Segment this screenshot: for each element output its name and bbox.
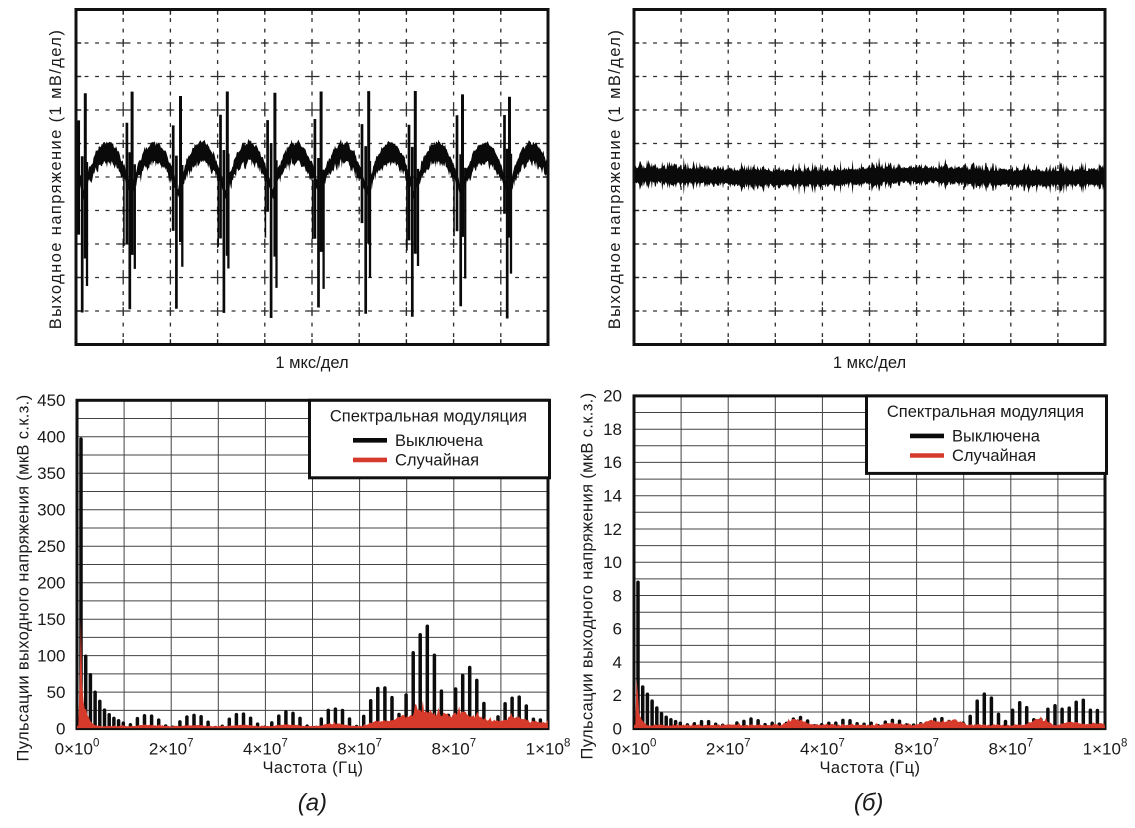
svg-text:2×107: 2×107 <box>149 738 194 759</box>
svg-text:4×107: 4×107 <box>800 738 845 759</box>
svg-text:1×108: 1×108 <box>526 738 571 759</box>
svg-text:450: 450 <box>37 391 65 410</box>
svg-text:18: 18 <box>603 420 622 439</box>
svg-text:8×107: 8×107 <box>431 738 476 759</box>
svg-text:2×107: 2×107 <box>706 738 751 759</box>
svg-text:300: 300 <box>37 501 65 520</box>
svg-text:6: 6 <box>613 620 622 639</box>
svg-text:Случайная: Случайная <box>952 447 1036 465</box>
svg-text:50: 50 <box>47 683 66 702</box>
svg-text:14: 14 <box>603 487 622 506</box>
svg-text:8×107: 8×107 <box>894 738 939 759</box>
svg-text:250: 250 <box>37 537 65 556</box>
svg-text:400: 400 <box>37 428 65 447</box>
svg-text:Выходное напряжение (1 мВ/дел): Выходное напряжение (1 мВ/дел) <box>47 29 65 329</box>
svg-text:0: 0 <box>613 719 622 738</box>
svg-text:1 мкс/дел: 1 мкс/дел <box>833 354 906 372</box>
svg-text:350: 350 <box>37 464 65 483</box>
svg-text:4: 4 <box>613 653 622 672</box>
svg-text:Выключена: Выключена <box>395 432 484 450</box>
svg-text:Частота (Гц): Частота (Гц) <box>819 759 920 777</box>
svg-text:8: 8 <box>613 586 622 605</box>
svg-text:Пульсации выходного напряжения: Пульсации выходного напряжения (мкВ с.к.… <box>579 393 597 760</box>
svg-text:150: 150 <box>37 610 65 629</box>
svg-text:Выключена: Выключена <box>952 427 1041 445</box>
svg-text:0×100: 0×100 <box>55 738 100 759</box>
svg-text:Частота (Гц): Частота (Гц) <box>262 759 363 777</box>
svg-text:8×107: 8×107 <box>988 738 1033 759</box>
svg-text:2: 2 <box>613 686 622 705</box>
svg-text:(б): (б) <box>854 790 883 817</box>
svg-text:4×107: 4×107 <box>243 738 288 759</box>
svg-text:12: 12 <box>603 520 622 539</box>
svg-text:(а): (а) <box>298 790 327 817</box>
svg-text:200: 200 <box>37 574 65 593</box>
svg-text:0×100: 0×100 <box>612 738 657 759</box>
svg-text:16: 16 <box>603 453 622 472</box>
svg-text:Пульсации выходного напряжения: Пульсации выходного напряжения (мкВ с.к.… <box>15 395 33 762</box>
svg-text:1×108: 1×108 <box>1083 738 1128 759</box>
svg-text:0: 0 <box>56 719 65 738</box>
svg-text:8×107: 8×107 <box>337 738 382 759</box>
svg-text:20: 20 <box>603 387 622 406</box>
svg-text:Случайная: Случайная <box>395 451 479 469</box>
svg-text:Спектральная модуляция: Спектральная модуляция <box>330 407 527 425</box>
svg-text:Выходное напряжение (1 мВ/дел): Выходное напряжение (1 мВ/дел) <box>606 29 624 329</box>
svg-text:100: 100 <box>37 646 65 665</box>
svg-text:Спектральная модуляция: Спектральная модуляция <box>887 403 1084 421</box>
svg-text:10: 10 <box>603 553 622 572</box>
svg-text:1 мкс/дел: 1 мкс/дел <box>275 354 348 372</box>
